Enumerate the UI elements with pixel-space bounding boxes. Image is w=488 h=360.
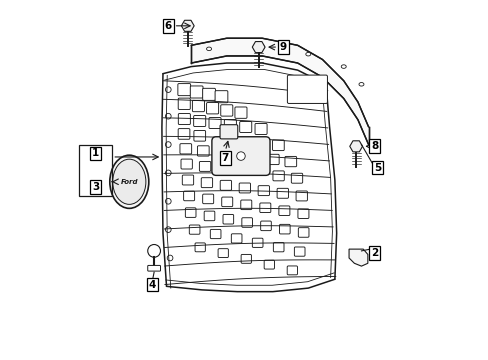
Polygon shape (348, 249, 367, 266)
Circle shape (165, 227, 171, 233)
FancyBboxPatch shape (195, 243, 205, 252)
FancyBboxPatch shape (291, 173, 302, 183)
FancyBboxPatch shape (255, 123, 266, 134)
Ellipse shape (305, 53, 310, 56)
FancyBboxPatch shape (180, 144, 191, 154)
Text: 3: 3 (92, 182, 99, 192)
FancyBboxPatch shape (286, 266, 297, 275)
FancyBboxPatch shape (183, 191, 194, 201)
FancyBboxPatch shape (178, 84, 190, 96)
FancyBboxPatch shape (267, 154, 279, 165)
Text: 2: 2 (370, 248, 378, 258)
FancyBboxPatch shape (273, 243, 284, 252)
Circle shape (147, 244, 160, 257)
FancyBboxPatch shape (199, 161, 210, 171)
FancyBboxPatch shape (239, 183, 250, 193)
FancyBboxPatch shape (279, 224, 289, 234)
FancyBboxPatch shape (218, 249, 228, 257)
Circle shape (165, 87, 171, 93)
FancyBboxPatch shape (294, 247, 305, 256)
FancyBboxPatch shape (231, 234, 242, 243)
FancyBboxPatch shape (287, 75, 327, 103)
FancyBboxPatch shape (178, 98, 190, 109)
Ellipse shape (113, 159, 145, 204)
Ellipse shape (358, 82, 363, 86)
FancyBboxPatch shape (178, 129, 189, 139)
Circle shape (167, 255, 173, 261)
Polygon shape (349, 141, 362, 152)
FancyBboxPatch shape (258, 186, 269, 195)
FancyBboxPatch shape (242, 218, 252, 227)
Text: 8: 8 (370, 141, 378, 151)
FancyBboxPatch shape (272, 171, 284, 181)
FancyBboxPatch shape (223, 215, 233, 224)
FancyBboxPatch shape (272, 140, 284, 150)
Polygon shape (252, 41, 264, 53)
FancyBboxPatch shape (208, 117, 221, 129)
FancyBboxPatch shape (202, 88, 215, 100)
Circle shape (165, 170, 171, 176)
FancyBboxPatch shape (285, 157, 296, 167)
FancyBboxPatch shape (202, 194, 213, 204)
Ellipse shape (259, 45, 264, 49)
Circle shape (165, 198, 171, 204)
FancyBboxPatch shape (192, 100, 204, 112)
Text: Ford: Ford (121, 179, 138, 185)
FancyBboxPatch shape (194, 130, 205, 141)
FancyBboxPatch shape (215, 91, 227, 103)
Ellipse shape (341, 65, 346, 68)
Polygon shape (191, 38, 368, 145)
FancyBboxPatch shape (260, 221, 271, 231)
Text: 4: 4 (148, 280, 156, 289)
FancyBboxPatch shape (278, 206, 289, 216)
FancyBboxPatch shape (193, 116, 205, 126)
FancyBboxPatch shape (224, 120, 236, 130)
FancyBboxPatch shape (220, 105, 232, 116)
FancyBboxPatch shape (264, 260, 274, 269)
FancyBboxPatch shape (220, 125, 237, 139)
FancyBboxPatch shape (189, 225, 200, 234)
Text: 1: 1 (92, 148, 99, 158)
FancyBboxPatch shape (234, 107, 246, 118)
FancyBboxPatch shape (259, 203, 270, 212)
FancyBboxPatch shape (178, 113, 190, 125)
Circle shape (165, 113, 171, 119)
FancyBboxPatch shape (295, 191, 307, 201)
FancyBboxPatch shape (206, 103, 218, 114)
FancyBboxPatch shape (297, 209, 308, 219)
FancyBboxPatch shape (240, 200, 251, 210)
Text: 6: 6 (164, 21, 172, 31)
Ellipse shape (206, 47, 211, 51)
FancyBboxPatch shape (221, 197, 232, 207)
FancyBboxPatch shape (252, 238, 263, 247)
FancyBboxPatch shape (298, 228, 308, 237)
Circle shape (236, 152, 244, 160)
FancyBboxPatch shape (190, 86, 203, 98)
FancyBboxPatch shape (204, 211, 214, 221)
Ellipse shape (110, 155, 148, 208)
FancyBboxPatch shape (201, 178, 212, 188)
Text: 7: 7 (221, 153, 228, 163)
FancyBboxPatch shape (239, 121, 251, 132)
FancyBboxPatch shape (277, 188, 288, 198)
FancyBboxPatch shape (185, 208, 196, 217)
Text: 5: 5 (373, 163, 380, 172)
FancyBboxPatch shape (211, 137, 269, 175)
FancyBboxPatch shape (181, 159, 192, 169)
FancyBboxPatch shape (147, 265, 160, 271)
FancyBboxPatch shape (210, 229, 221, 239)
FancyBboxPatch shape (220, 180, 231, 190)
FancyBboxPatch shape (182, 175, 193, 185)
FancyBboxPatch shape (197, 146, 209, 156)
Polygon shape (181, 20, 194, 31)
FancyBboxPatch shape (241, 255, 251, 263)
Circle shape (165, 142, 171, 147)
Text: 9: 9 (279, 42, 286, 52)
